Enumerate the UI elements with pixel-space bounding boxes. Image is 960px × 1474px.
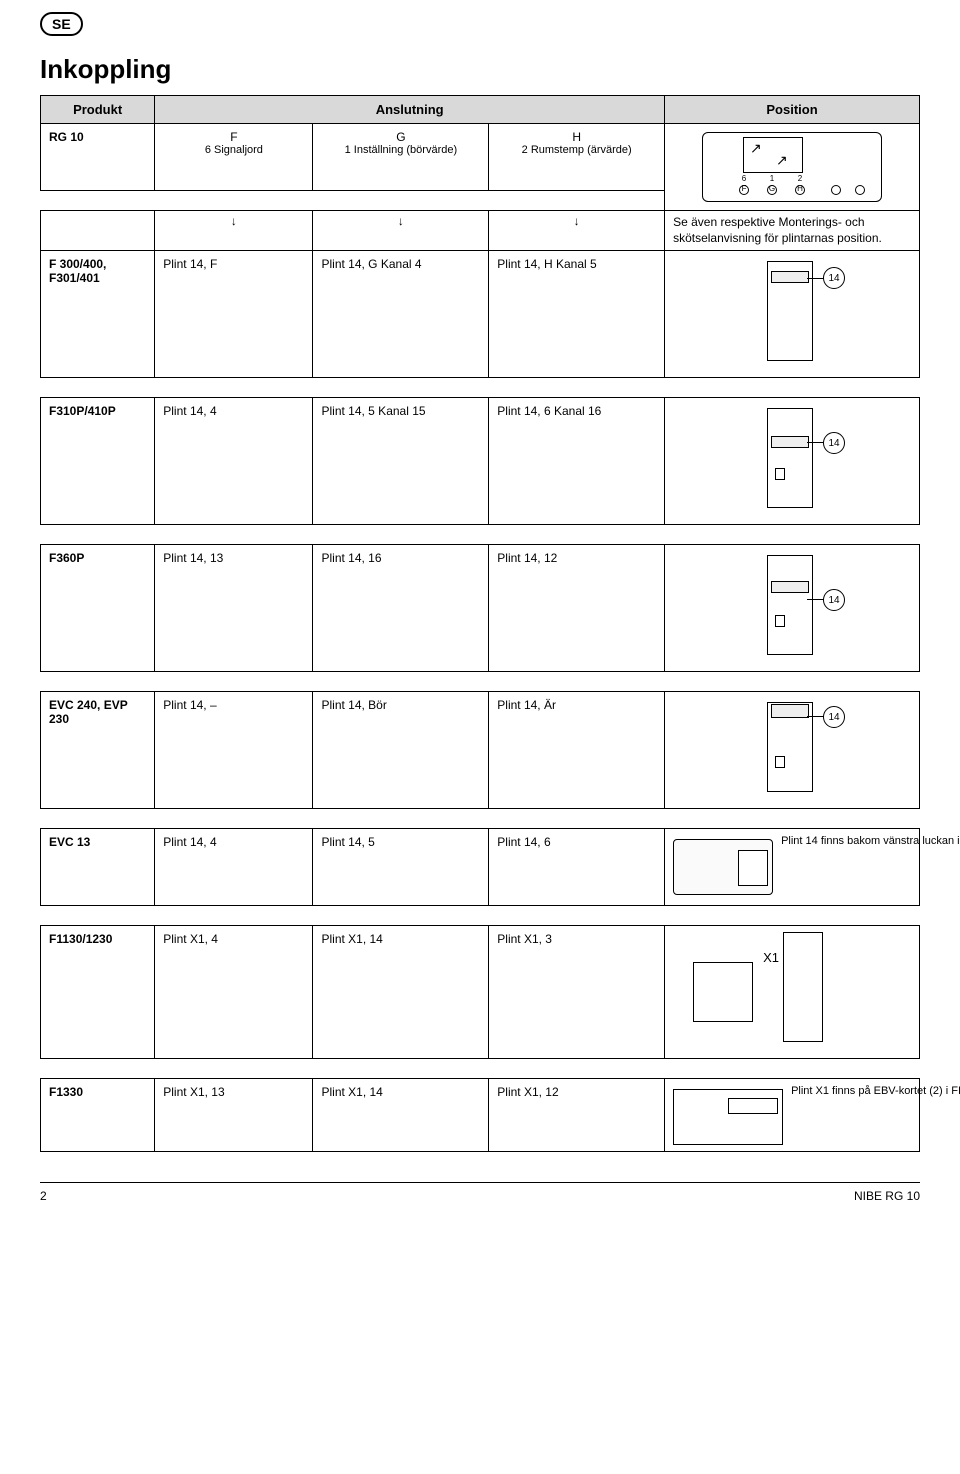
rg10-row: RG 10 F 6 Signaljord G 1 Inställning (bö… [41, 124, 920, 191]
unit-illustration: 14 [757, 702, 827, 802]
term-label-2: 2 [793, 174, 807, 183]
position-note: Se även respektive Monterings- och sköts… [665, 211, 920, 251]
position-note: Plint 14 finns bakom vänstra luckan i el… [781, 835, 960, 899]
position-cell: 14 [665, 251, 920, 378]
product-cell: F1130/1230 [41, 926, 155, 1059]
terminal-hole [739, 185, 749, 195]
position-cell: Plint X1 finns på EBV-kortet (2) i FIGHT… [665, 1079, 920, 1152]
product-cell: EVC 240, EVP 230 [41, 692, 155, 809]
h-cell: Plint 14, Är [489, 692, 665, 809]
g-cell: Plint 14, G Kanal 4 [313, 251, 489, 378]
position-cell: 14 [665, 692, 920, 809]
footer-title: NIBE RG 10 [854, 1189, 920, 1203]
g-letter: G [396, 130, 405, 144]
h-cell: Plint 14, H Kanal 5 [489, 251, 665, 378]
unit-illustration [673, 839, 773, 895]
f-letter: F [230, 130, 237, 144]
h-sub: 2 Rumstemp (ärvärde) [497, 144, 656, 156]
page-footer: 2 NIBE RG 10 [40, 1182, 920, 1203]
callout-14: 14 [823, 267, 845, 289]
f-sub: 6 Signaljord [163, 144, 304, 156]
table-row: EVC 240, EVP 230 Plint 14, – Plint 14, B… [41, 692, 920, 809]
callout-14: 14 [823, 432, 845, 454]
table-row: EVC 13 Plint 14, 4 Plint 14, 5 Plint 14,… [41, 829, 920, 906]
terminal-hole [767, 185, 777, 195]
position-cell: 14 [665, 398, 920, 525]
f-cell: Plint 14, 4 [155, 829, 313, 906]
position-cell: 14 [665, 545, 920, 672]
position-note: Plint X1 finns på EBV-kortet (2) i FIGHT… [791, 1085, 960, 1145]
g-cell: Plint 14, Bör [313, 692, 489, 809]
terminal-hole [831, 185, 841, 195]
g-sub: 1 Inställning (börvärde) [321, 144, 480, 156]
th-anslutning: Anslutning [155, 96, 665, 124]
h-cell: Plint 14, 6 Kanal 16 [489, 398, 665, 525]
h-cell: Plint X1, 12 [489, 1079, 665, 1152]
arrow-row: ↓ ↓ ↓ Se även respektive Monterings- och… [41, 211, 920, 251]
table-row: F310P/410P Plint 14, 4 Plint 14, 5 Kanal… [41, 398, 920, 525]
unit-illustration: X1 [673, 932, 911, 1052]
f-cell: Plint 14, 13 [155, 545, 313, 672]
g-cell: Plint X1, 14 [313, 926, 489, 1059]
product-cell: F360P [41, 545, 155, 672]
terminal-hole [795, 185, 805, 195]
language-badge: SE [40, 12, 83, 36]
callout-14: 14 [823, 706, 845, 728]
arrow-icon: ↗ [750, 140, 762, 157]
h-letter: H [572, 130, 581, 144]
unit-illustration: 14 [757, 261, 827, 371]
position-cell: X1 [665, 926, 920, 1059]
g-cell: Plint X1, 14 [313, 1079, 489, 1152]
connection-table: Produkt Anslutning Position RG 10 F 6 Si… [40, 95, 920, 1152]
th-produkt: Produkt [41, 96, 155, 124]
callout-14: 14 [823, 589, 845, 611]
term-label-1: 1 [765, 174, 779, 183]
f-cell: Plint 14, 4 [155, 398, 313, 525]
f-cell: Plint X1, 4 [155, 926, 313, 1059]
h-cell: Plint 14, 12 [489, 545, 665, 672]
table-header-row: Produkt Anslutning Position [41, 96, 920, 124]
product-cell: F310P/410P [41, 398, 155, 525]
position-cell: Plint 14 finns bakom vänstra luckan i el… [665, 829, 920, 906]
unit-illustration: 14 [757, 408, 827, 518]
h-cell: Plint 14, 6 [489, 829, 665, 906]
table-row: F360P Plint 14, 13 Plint 14, 16 Plint 14… [41, 545, 920, 672]
g-cell: Plint 14, 5 Kanal 15 [313, 398, 489, 525]
product-cell: F 300/400, F301/401 [41, 251, 155, 378]
x1-label: X1 [763, 950, 779, 965]
g-cell: Plint 14, 16 [313, 545, 489, 672]
col-g-header: G 1 Inställning (börvärde) [313, 124, 489, 191]
unit-illustration: 14 [757, 555, 827, 665]
unit-illustration [673, 1089, 783, 1145]
arrow-down-icon: ↓ [489, 211, 665, 251]
arrow-down-icon: ↓ [313, 211, 489, 251]
product-cell: F1330 [41, 1079, 155, 1152]
col-f-header: F 6 Signaljord [155, 124, 313, 191]
terminal-diagram-cell: ↗ ↗ 6 1 2 F G H [665, 124, 920, 211]
terminal-center-box: ↗ ↗ [743, 137, 803, 173]
empty [41, 211, 155, 251]
rg10-label: RG 10 [41, 124, 155, 191]
table-row: F1130/1230 Plint X1, 4 Plint X1, 14 Plin… [41, 926, 920, 1059]
page-title: Inkoppling [40, 54, 920, 85]
term-label-6: 6 [737, 174, 751, 183]
table-row: F1330 Plint X1, 13 Plint X1, 14 Plint X1… [41, 1079, 920, 1152]
th-position: Position [665, 96, 920, 124]
page-number: 2 [40, 1189, 47, 1203]
table-row: F 300/400, F301/401 Plint 14, F Plint 14… [41, 251, 920, 378]
f-cell: Plint 14, F [155, 251, 313, 378]
arrow-down-icon: ↓ [155, 211, 313, 251]
g-cell: Plint 14, 5 [313, 829, 489, 906]
f-cell: Plint 14, – [155, 692, 313, 809]
terminal-hole [855, 185, 865, 195]
col-h-header: H 2 Rumstemp (ärvärde) [489, 124, 665, 191]
arrow-icon: ↗ [776, 152, 788, 169]
f-cell: Plint X1, 13 [155, 1079, 313, 1152]
h-cell: Plint X1, 3 [489, 926, 665, 1059]
product-cell: EVC 13 [41, 829, 155, 906]
terminal-diagram: ↗ ↗ 6 1 2 F G H [702, 132, 882, 202]
